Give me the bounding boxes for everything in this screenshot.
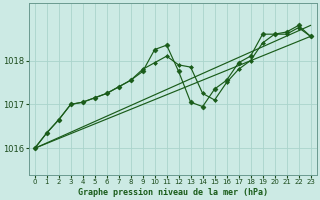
X-axis label: Graphe pression niveau de la mer (hPa): Graphe pression niveau de la mer (hPa)	[78, 188, 268, 197]
